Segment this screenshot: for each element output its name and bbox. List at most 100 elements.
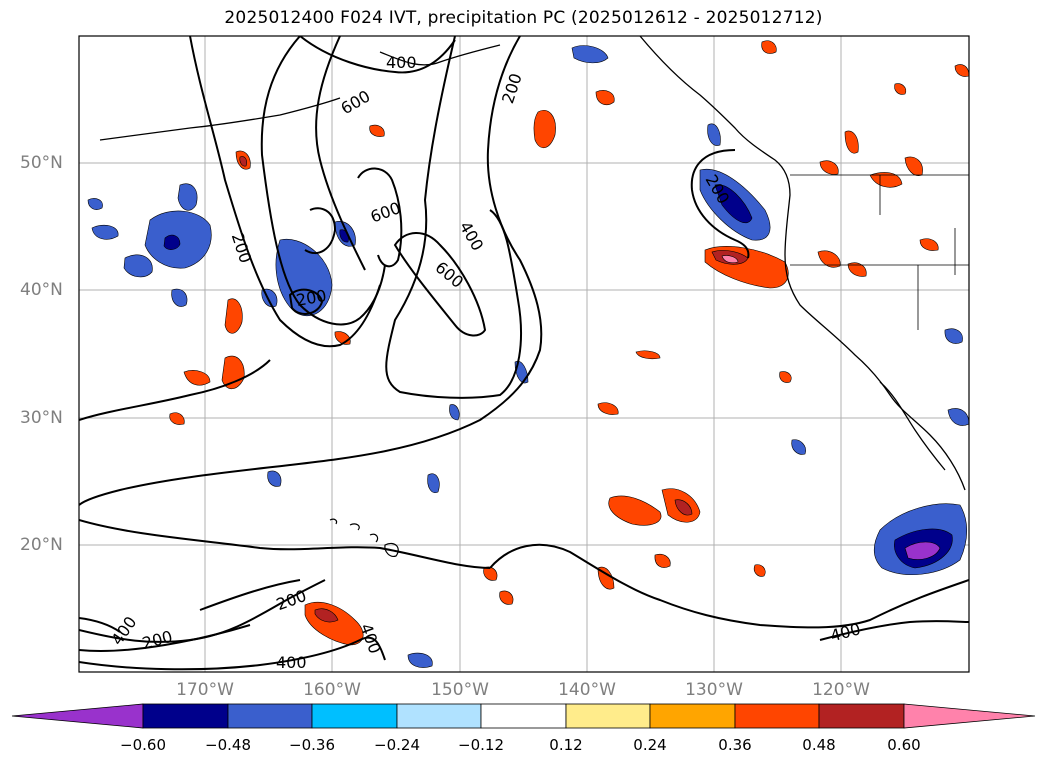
lat-label: 40°N	[20, 280, 63, 300]
neg-blob-sm11	[947, 408, 969, 426]
colorbar-tick: −0.48	[205, 736, 251, 754]
neg-blob-sm8	[791, 439, 806, 455]
neg-blob-sm6	[427, 473, 440, 493]
contour-400-west	[315, 36, 366, 271]
colorbar-tick: 0.60	[887, 736, 921, 754]
pos-blob-oregon-peak	[721, 255, 739, 264]
contour-200-pnw	[690, 149, 750, 259]
coast-aleutians	[99, 97, 341, 141]
colorbar	[11, 703, 1036, 729]
contour-400-hi	[79, 617, 121, 633]
pos-blob-sub8	[499, 590, 514, 605]
contour-200-big	[79, 36, 543, 506]
colorbar-tick: 0.24	[633, 736, 667, 754]
neg-blob-bering	[177, 183, 198, 211]
neg-blob-pnw-n	[707, 123, 721, 146]
colorbar-bin	[396, 703, 482, 729]
neg-blob-sm12	[267, 470, 282, 487]
coast-alaska-pen	[379, 44, 501, 66]
ivt-contours	[79, 36, 969, 671]
colorbar-bin	[734, 703, 820, 729]
pos-blob-us4	[954, 64, 969, 77]
colorbar-tick: −0.60	[120, 736, 166, 754]
contour-200-last	[199, 579, 301, 611]
pos-blob-sub12	[169, 412, 185, 425]
colorbar-bin	[142, 703, 229, 729]
contour-200-hi	[79, 359, 271, 421]
pos-blob-sub13	[753, 564, 766, 577]
pos-blob-sub2-core	[674, 499, 693, 516]
pos-blob-sub10	[369, 124, 385, 137]
pos-blob-hi-core	[314, 608, 339, 623]
contour-400-bottom	[79, 636, 386, 671]
colorbar-extend-min	[11, 703, 144, 729]
pos-blob-sub1	[608, 495, 662, 526]
neg-blob-sm10	[944, 328, 963, 344]
neg-blob-west-core	[163, 234, 181, 250]
pos-blob-west4-core	[239, 156, 247, 167]
neg-blob-mex-peak	[904, 541, 941, 560]
pos-blob-gulf	[533, 110, 556, 148]
contour-400-east	[819, 620, 969, 641]
plot-area	[79, 36, 969, 672]
positive-precip-anomalies	[169, 40, 969, 646]
lon-label: 130°W	[685, 680, 743, 700]
contour-600-east	[393, 232, 487, 337]
colorbar-tick: −0.24	[374, 736, 420, 754]
contour-600-north	[299, 36, 456, 74]
negative-precip-anomalies	[87, 45, 969, 668]
contour-label: 400	[276, 653, 307, 672]
map-title: 2025012400 F024 IVT, precipitation PC (2…	[224, 8, 823, 28]
neg-blob-sm1	[87, 198, 103, 210]
pos-blob-us3	[919, 238, 939, 251]
colorbar-tick: 0.48	[802, 736, 836, 754]
colorbar-bin	[649, 703, 736, 729]
colorbar-tick: −0.12	[458, 736, 504, 754]
coast-state-borders	[790, 174, 969, 330]
neg-blob-pnw-core	[714, 184, 753, 224]
contour-label: 400	[386, 53, 417, 72]
pos-blob-us1	[817, 250, 841, 268]
pos-blob-sub4	[654, 553, 671, 568]
contour-600-center	[357, 167, 403, 268]
lon-label: 170°W	[176, 680, 234, 700]
pos-blob-west2	[221, 355, 245, 390]
neg-blob-sm9	[449, 404, 460, 421]
pos-blob-west1	[224, 298, 243, 334]
neg-blob-sm2	[91, 224, 119, 240]
contour-200-loop	[288, 288, 324, 315]
lon-label: 160°W	[303, 680, 361, 700]
neg-blob-ak	[571, 45, 609, 64]
lat-label: 50°N	[20, 153, 63, 173]
hawaii-islands	[329, 518, 399, 557]
pos-blob-canada4	[819, 160, 839, 175]
pos-blob-ak3	[761, 40, 777, 54]
coastlines	[99, 36, 969, 491]
pos-blob-us2	[847, 262, 867, 277]
pos-blob-ak2	[595, 90, 615, 105]
contour-400-main	[385, 36, 522, 399]
colorbar-bin	[311, 703, 398, 729]
colorbar-tick: 0.12	[549, 736, 583, 754]
contour-200-west2	[304, 207, 337, 255]
contour-200-south	[79, 519, 491, 569]
contour-400-swhi	[79, 624, 251, 652]
contour-600-west	[260, 36, 386, 326]
neg-blob-sm7	[407, 652, 433, 668]
lat-label: 20°N	[20, 535, 63, 555]
colorbar-bin	[227, 703, 313, 729]
pos-blob-west3	[183, 370, 211, 386]
pos-blob-sub5	[597, 402, 619, 415]
pos-blob-canada1	[844, 130, 859, 154]
neg-blob-sm5	[514, 360, 529, 384]
pos-blob-sub3	[597, 566, 615, 590]
lon-label: 140°W	[558, 680, 616, 700]
lon-label: 150°W	[431, 680, 489, 700]
colorbar-tick: 0.36	[718, 736, 752, 754]
pos-blob-us5	[894, 83, 907, 95]
contour-200-hi2	[79, 579, 326, 643]
colorbar-bin	[565, 703, 651, 729]
contour-400-sub	[489, 543, 969, 629]
neg-blob-sm3	[171, 288, 188, 307]
